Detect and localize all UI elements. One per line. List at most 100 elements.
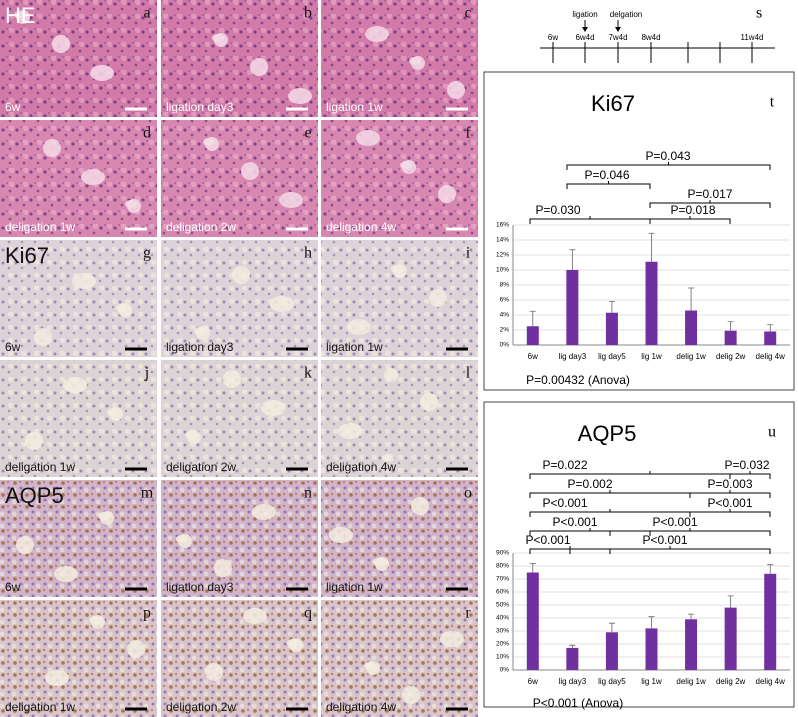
significance-bracket [566, 162, 771, 170]
error-bar [727, 595, 734, 608]
significance-label: P<0.001 [707, 496, 752, 510]
panel-letter: i [466, 245, 471, 262]
error-bar [608, 622, 615, 633]
error-bar [688, 613, 695, 620]
significance-label: P<0.001 [652, 515, 697, 529]
significance-label: P=0.003 [707, 477, 752, 491]
significance-label: P=0.002 [567, 477, 612, 491]
significance-label: P=0.018 [670, 203, 715, 217]
x-tick-label: delig 4w [756, 352, 786, 361]
micrograph-panel: q deligation 2w [161, 600, 318, 717]
lumen [196, 326, 210, 340]
lumen [365, 26, 389, 42]
lumen [178, 534, 192, 548]
bar [685, 310, 698, 345]
y-tick-label: 10% [496, 654, 509, 661]
y-tick-label: 30% [496, 628, 509, 635]
panel-caption: ligation day3 [166, 100, 234, 114]
lumen [270, 296, 294, 312]
panel-letter: a [143, 5, 150, 22]
lumen [402, 160, 416, 174]
micrograph-panel: n ligation day3 [161, 480, 318, 597]
micrograph-texture [0, 120, 157, 237]
lumen [91, 615, 105, 629]
panel-caption: deligation 4w [326, 700, 396, 714]
micrograph-texture [321, 240, 478, 357]
lumen [438, 185, 456, 203]
chart-note: P=0.00432 (Anova) [526, 373, 630, 387]
y-tick-label: 90% [496, 550, 509, 557]
micrograph-panel: j deligation 1w [0, 360, 157, 477]
micrograph-panel: g 6w [0, 240, 157, 357]
x-tick-label: delig 2w [716, 352, 746, 361]
micrograph-panel: c ligation 1w [321, 0, 478, 117]
x-tick-label: lig day3 [559, 677, 587, 686]
lumen [384, 368, 398, 382]
error-bar [727, 321, 734, 331]
lumen [34, 328, 52, 346]
panel-letter: t [770, 94, 775, 111]
bar [764, 573, 777, 670]
panel-caption: deligation 1w [5, 220, 75, 234]
bar [605, 312, 618, 345]
panel-letter: r [465, 605, 471, 622]
lumen [127, 199, 141, 213]
bar [764, 331, 777, 345]
panel-letter: m [141, 485, 154, 502]
panel-caption: ligation 1w [326, 100, 383, 114]
lumen [250, 58, 268, 76]
y-tick-label: 70% [496, 576, 509, 583]
micrograph-panel: k deligation 2w [161, 360, 318, 477]
x-tick-label: delig 2w [716, 677, 746, 686]
lumen [382, 454, 394, 462]
timeline-label: 11w4d [741, 33, 764, 42]
lumen [72, 273, 96, 289]
panel-caption: 6w [5, 340, 21, 354]
x-tick-label: delig 1w [676, 352, 706, 361]
panel-caption: deligation 2w [166, 700, 236, 714]
panel-caption: 6w [5, 100, 21, 114]
micrograph-panel: l deligation 4w [321, 360, 478, 477]
significance-bracket [649, 200, 771, 208]
timeline-event: delgation [610, 10, 642, 19]
chart-note: P<0.001 (Anova) [533, 696, 623, 710]
error-bar [529, 563, 536, 573]
significance-label: P=0.017 [687, 187, 732, 201]
micrograph-texture [321, 360, 478, 477]
significance-label: P=0.030 [535, 203, 580, 217]
lumen [214, 33, 228, 47]
panel-letter: j [144, 365, 149, 382]
micrograph-panel: a 6w [0, 0, 157, 117]
micrograph-texture [321, 120, 478, 237]
micrograph-panel: b ligation day3 [161, 0, 318, 117]
lumen [223, 370, 241, 388]
significance-bracket [566, 181, 651, 189]
bar [566, 270, 579, 345]
x-tick-label: lig 1w [641, 352, 662, 361]
error-bar [767, 324, 774, 332]
lumen [187, 430, 201, 444]
y-tick-label: 0% [500, 342, 510, 349]
bar-chart: AQP5 u P<0.001 (Anova) 0% 10% 20% 30% 40% 50% 60%… [483, 401, 795, 710]
charts: Ki67 t P=0.00432 (Anova) 0% 2% 4% 6% 8% 10% 12% 14… [483, 71, 795, 710]
chart-title: AQP5 [578, 421, 637, 446]
lumen [205, 663, 223, 681]
significance-bracket [569, 546, 771, 554]
micrograph-panel: m 6w [0, 480, 157, 597]
panel-letter: g [143, 245, 151, 262]
significance-label: P=0.032 [724, 458, 769, 472]
lumen [261, 400, 285, 416]
row-label: HE [5, 3, 36, 28]
x-tick-label: lig day5 [598, 352, 626, 361]
lumen [347, 319, 371, 335]
lumen [375, 557, 389, 571]
timeline-event: ligation [572, 10, 597, 19]
panel-caption: ligation 1w [326, 340, 383, 354]
lumen [252, 504, 276, 520]
bar-chart: Ki67 t P=0.00432 (Anova) 0% 2% 4% 6% 8% 10% 12% 14… [483, 71, 795, 391]
bar [645, 628, 658, 670]
lumen [411, 56, 425, 70]
panel-letter: e [304, 125, 311, 142]
